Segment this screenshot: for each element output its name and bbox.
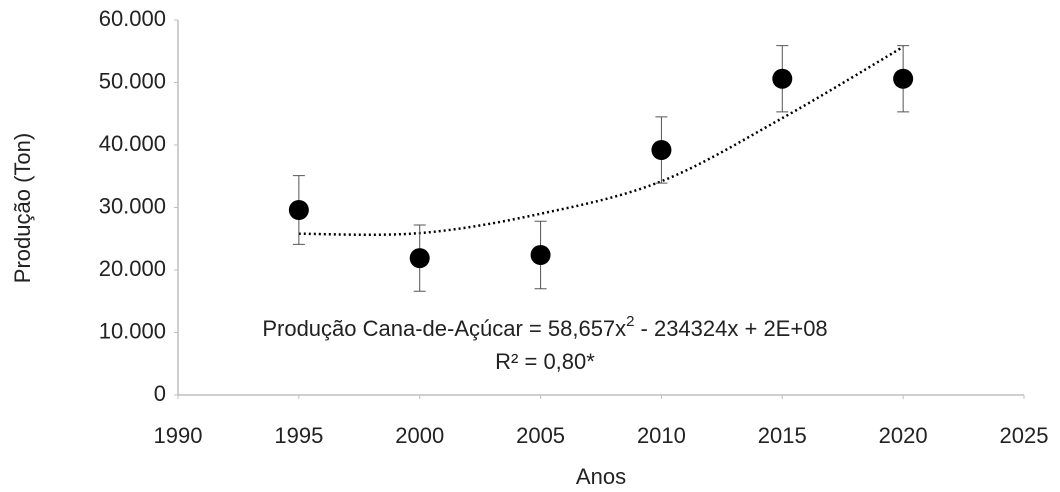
y-tick-label: 60.000 [99,6,166,31]
point [409,248,430,269]
y-tick-label: 40.000 [99,131,166,156]
x-tick-label: 2020 [879,423,928,448]
y-tick-label: 0 [154,381,166,406]
equation: Produção Cana-de-Açúcar = 58,657x2 - 2343… [262,313,827,341]
point [530,245,551,265]
equation-rest: - 234324x + 2E+08 [641,316,828,341]
x-tick-label: 2005 [516,423,565,448]
x-tick-label: 2000 [395,423,444,448]
x-tick-label: 1990 [154,423,203,448]
y-axis-label: Produção (Ton) [10,133,35,283]
y-tick-label: 10.000 [99,318,166,343]
y-tick-label: 50.000 [99,68,166,93]
r-squared: R² = 0,80* [495,349,595,374]
equation-text: Produção Cana-de-Açúcar = 58,657x [262,316,626,341]
x-tick-label: 2010 [637,423,686,448]
y-tick-label: 20.000 [99,256,166,281]
point [772,68,793,89]
x-axis-label: Anos [576,464,626,489]
x-tick-label: 2015 [758,423,807,448]
equation-superscript: 2 [626,313,634,330]
trendline [298,45,904,236]
x-tick-label: 1995 [274,423,323,448]
point [288,200,309,220]
point [893,68,914,89]
point [651,140,672,160]
y-tick-label: 30.000 [99,193,166,218]
x-tick-label: 2025 [1000,423,1049,448]
